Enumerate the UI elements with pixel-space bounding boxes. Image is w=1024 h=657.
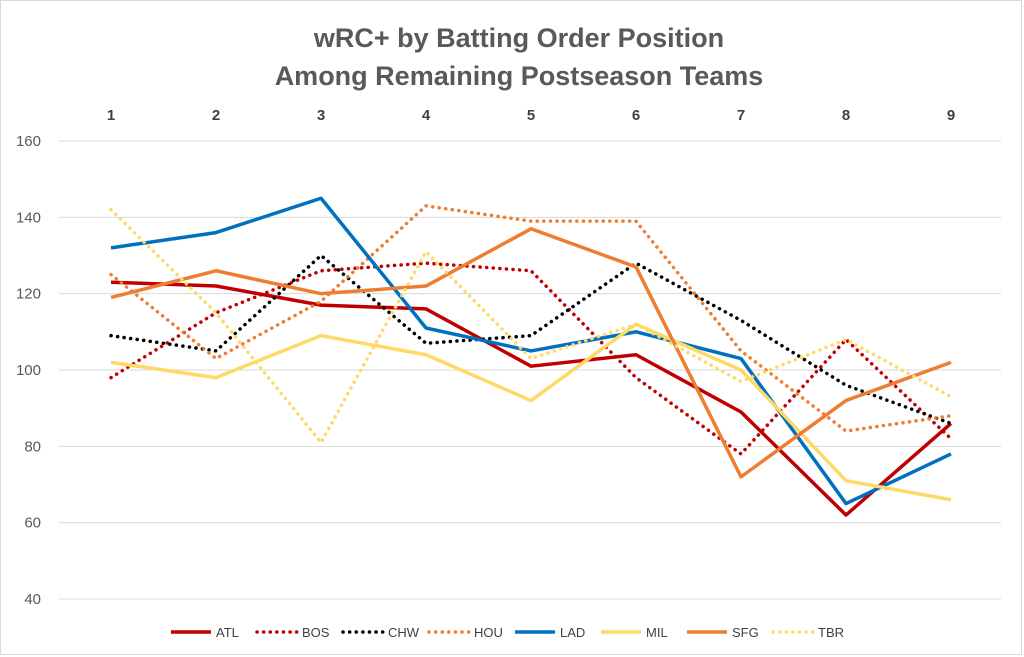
series-line-chw [109, 253, 953, 426]
x-axis-ticks: 1 2 3 4 5 6 7 8 9 [107, 107, 955, 124]
x-tick-label: 3 [317, 107, 325, 124]
y-tick-label: 40 [24, 591, 41, 608]
chart-title-line-1: wRC+ by Batting Order Position [313, 23, 724, 53]
series-line-mil [110, 322, 952, 502]
gridlines [59, 140, 1001, 600]
x-tick-label: 4 [422, 107, 431, 124]
series-line-tbr [109, 207, 953, 445]
y-axis-ticks: 40 60 80 100 120 140 160 [16, 133, 41, 608]
series-line-hou [109, 204, 953, 433]
y-tick-label: 80 [24, 438, 41, 455]
y-tick-label: 140 [16, 209, 41, 226]
x-tick-label: 5 [527, 107, 535, 124]
x-tick-label: 1 [107, 107, 115, 124]
y-tick-label: 120 [16, 286, 41, 303]
legend-label-bos: BOS [302, 625, 330, 640]
x-tick-label: 7 [737, 107, 745, 124]
x-tick-label: 6 [632, 107, 640, 124]
chart-title-line-2: Among Remaining Postseason Teams [275, 61, 764, 91]
x-tick-label: 9 [947, 107, 955, 124]
legend-label-tbr: TBR [818, 625, 844, 640]
series-line-bos [109, 261, 953, 456]
x-tick-label: 2 [212, 107, 220, 124]
legend-label-sfg: SFG [732, 625, 759, 640]
legend-label-atl: ATL [216, 625, 239, 640]
series-line-lad [110, 196, 952, 506]
y-tick-label: 60 [24, 515, 41, 532]
legend-label-chw: CHW [388, 625, 420, 640]
y-tick-label: 160 [16, 133, 41, 150]
y-tick-label: 100 [16, 362, 41, 379]
series-line-atl [110, 280, 953, 517]
legend-label-hou: HOU [474, 625, 503, 640]
series-lines [109, 196, 953, 517]
legend-label-mil: MIL [646, 625, 668, 640]
legend-label-lad: LAD [560, 625, 585, 640]
legend: ATL BOS CHW HOU LAD MIL SFG TBR [171, 625, 844, 640]
x-tick-label: 8 [842, 107, 850, 124]
series-line-sfg [110, 227, 952, 479]
